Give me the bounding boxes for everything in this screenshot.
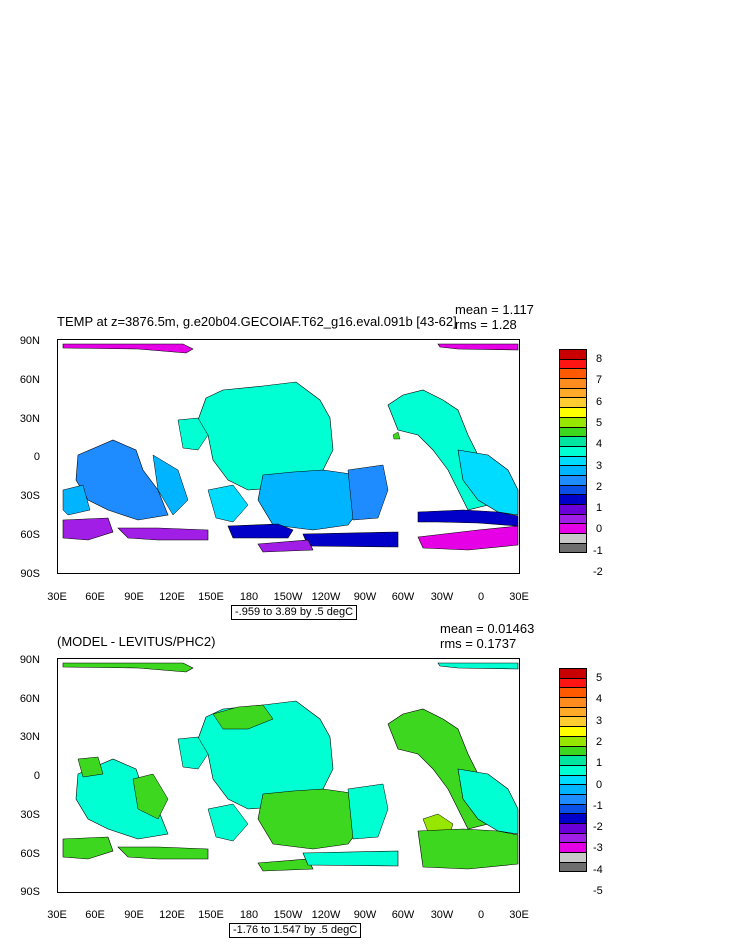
lat-label: 90N bbox=[19, 335, 40, 347]
colorbar-label: -5 bbox=[593, 885, 603, 897]
colorbar-label: 5 bbox=[596, 672, 603, 684]
panel-title: (MODEL - LEVITUS/PHC2) bbox=[57, 634, 216, 649]
lat-label: 30S bbox=[20, 809, 40, 821]
lon-label: 180 bbox=[239, 591, 259, 603]
colorbar-label: -3 bbox=[593, 842, 603, 855]
colorbar-label: 0 bbox=[596, 523, 603, 536]
contour-range-info: -.959 to 3.89 by .5 degC bbox=[231, 605, 358, 620]
colorbar-label: 4 bbox=[596, 693, 603, 706]
colorbar-label: 8 bbox=[596, 353, 603, 365]
mean-stat: mean = 0.01463 bbox=[440, 621, 535, 636]
colorbar-label: 5 bbox=[596, 416, 603, 429]
ocean-temperature-difference-field bbox=[62, 662, 519, 872]
lon-label: 150W bbox=[273, 909, 303, 921]
lon-label: 90E bbox=[124, 909, 144, 921]
rms-stat: rms = 1.28 bbox=[455, 317, 517, 332]
lat-label: 60S bbox=[20, 848, 40, 860]
colorbar-label: 3 bbox=[596, 714, 603, 727]
lon-label: 90W bbox=[353, 909, 377, 921]
lon-label: 30E bbox=[509, 591, 529, 603]
rms-stat: rms = 0.1737 bbox=[440, 636, 517, 651]
colorbar-label: 3 bbox=[596, 459, 603, 472]
colorbar-label: 2 bbox=[596, 735, 603, 748]
map-plot-area bbox=[57, 339, 520, 574]
lat-label: 0 bbox=[33, 770, 40, 782]
colorbar-label: -1 bbox=[593, 799, 603, 812]
lon-label: 30W bbox=[430, 591, 454, 603]
lon-label: 90E bbox=[124, 591, 144, 603]
lon-label: 150W bbox=[273, 591, 303, 603]
colorbar-label: -2 bbox=[593, 566, 603, 578]
lon-label: 30W bbox=[430, 909, 454, 921]
lat-label: 90S bbox=[20, 568, 40, 580]
mean-stat: mean = 1.117 bbox=[455, 302, 534, 317]
colorbar-swatch bbox=[559, 861, 587, 873]
lat-label: 30S bbox=[20, 490, 40, 502]
panel-title: TEMP at z=3876.5m, g.e20b04.GECOIAF.T62_… bbox=[57, 314, 457, 329]
lat-label: 90N bbox=[19, 654, 40, 666]
lon-label: 120W bbox=[311, 591, 341, 603]
ocean-temperature-field bbox=[62, 343, 519, 553]
lat-label: 60S bbox=[20, 529, 40, 541]
colorbar-label: 0 bbox=[596, 778, 603, 791]
lon-label: 60E bbox=[85, 909, 105, 921]
lon-label: 120E bbox=[159, 591, 185, 603]
lon-label: 60E bbox=[85, 591, 105, 603]
lon-label: 150E bbox=[198, 909, 224, 921]
lat-label: 60N bbox=[19, 693, 40, 705]
colorbar-label: -2 bbox=[593, 821, 603, 834]
colorbar-label: 1 bbox=[596, 757, 603, 770]
colorbar-label: 7 bbox=[596, 374, 603, 387]
lon-label: 30E bbox=[509, 909, 529, 921]
colorbar-label: 4 bbox=[596, 438, 603, 451]
lon-label: 150E bbox=[198, 591, 224, 603]
map-plot-area bbox=[57, 658, 520, 893]
colorbar-label: -1 bbox=[593, 544, 603, 557]
lon-label: 90W bbox=[353, 591, 377, 603]
lon-label: 30E bbox=[47, 909, 67, 921]
colorbar bbox=[559, 349, 587, 554]
lon-label: 180 bbox=[239, 909, 259, 921]
colorbar-label: 2 bbox=[596, 480, 603, 493]
lon-label: 120W bbox=[311, 909, 341, 921]
lon-label: 0 bbox=[477, 591, 485, 603]
lat-label: 90S bbox=[20, 886, 40, 898]
lon-label: 0 bbox=[477, 909, 485, 921]
lon-label: 60W bbox=[391, 591, 415, 603]
lat-label: 60N bbox=[19, 374, 40, 386]
lat-label: 0 bbox=[33, 451, 40, 463]
lat-label: 30N bbox=[19, 413, 40, 425]
colorbar-label: -4 bbox=[593, 863, 603, 876]
colorbar bbox=[559, 668, 587, 873]
lon-label: 120E bbox=[159, 909, 185, 921]
lon-label: 30E bbox=[47, 591, 67, 603]
lon-label: 60W bbox=[391, 909, 415, 921]
contour-range-info: -1.76 to 1.547 by .5 degC bbox=[229, 923, 362, 938]
colorbar-label: 1 bbox=[596, 502, 603, 515]
lat-label: 30N bbox=[19, 731, 40, 743]
colorbar-label: 6 bbox=[596, 395, 603, 408]
colorbar-swatch bbox=[559, 542, 587, 554]
